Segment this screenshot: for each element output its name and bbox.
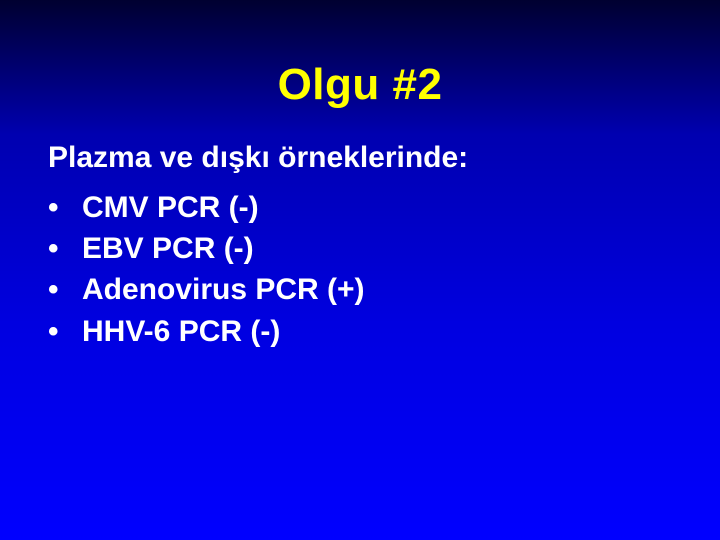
list-item: • Adenovirus PCR (+) bbox=[48, 269, 680, 310]
list-item-label: HHV-6 PCR (-) bbox=[82, 311, 280, 352]
slide-title: Olgu #2 bbox=[0, 60, 720, 110]
bullet-dot: • bbox=[48, 269, 82, 310]
list-item-label: Adenovirus PCR (+) bbox=[82, 269, 365, 310]
bullet-list: • CMV PCR (-) • EBV PCR (-) • Adenovirus… bbox=[48, 187, 680, 353]
slide: Olgu #2 Plazma ve dışkı örneklerinde: • … bbox=[0, 0, 720, 540]
list-item: • HHV-6 PCR (-) bbox=[48, 311, 680, 352]
bullet-dot: • bbox=[48, 228, 82, 269]
bullet-dot: • bbox=[48, 311, 82, 352]
bullet-dot: • bbox=[48, 187, 82, 228]
list-item: • EBV PCR (-) bbox=[48, 228, 680, 269]
list-item-label: CMV PCR (-) bbox=[82, 187, 259, 228]
list-item-label: EBV PCR (-) bbox=[82, 228, 254, 269]
slide-content: Plazma ve dışkı örneklerinde: • CMV PCR … bbox=[0, 138, 720, 352]
list-item: • CMV PCR (-) bbox=[48, 187, 680, 228]
content-intro: Plazma ve dışkı örneklerinde: bbox=[48, 138, 680, 179]
